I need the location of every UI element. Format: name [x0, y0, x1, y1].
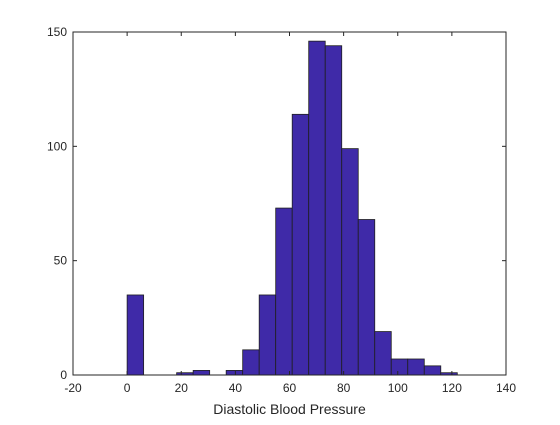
x-tick-label: 140	[496, 381, 516, 395]
histogram-bar-0	[126, 294, 145, 376]
y-tick-label: 50	[54, 254, 68, 268]
histogram-bar-13	[341, 148, 359, 376]
x-tick-label: 100	[388, 381, 408, 395]
histogram-bar-8	[258, 294, 277, 376]
histogram-bar-17	[407, 358, 425, 376]
histogram-bar-18	[423, 365, 442, 376]
x-axis-label: Diastolic Blood Pressure	[213, 401, 366, 417]
x-tick-label: 80	[337, 381, 351, 395]
x-tick-label: 40	[229, 381, 243, 395]
y-tick-label: 100	[47, 139, 67, 153]
histogram-bar-11	[308, 40, 326, 376]
histogram-bar-9	[275, 207, 293, 376]
x-tick-label: 0	[124, 381, 131, 395]
histogram-bar-4	[192, 370, 211, 376]
histogram-bar-6	[225, 370, 244, 376]
histogram-bar-15	[374, 331, 392, 376]
histogram-bar-16	[390, 358, 409, 376]
histogram-bar-12	[324, 45, 343, 376]
histogram-bar-10	[291, 113, 310, 376]
x-tick-label: 20	[175, 381, 189, 395]
y-tick-label: 0	[60, 368, 67, 382]
y-tick-label: 150	[47, 25, 67, 39]
x-tick-label: -20	[64, 381, 82, 395]
x-tick-label: 60	[283, 381, 297, 395]
ticks-layer	[72, 31, 507, 376]
histogram-bar-14	[357, 219, 376, 376]
x-tick-label: 120	[442, 381, 462, 395]
histogram-bar-7	[242, 349, 260, 376]
